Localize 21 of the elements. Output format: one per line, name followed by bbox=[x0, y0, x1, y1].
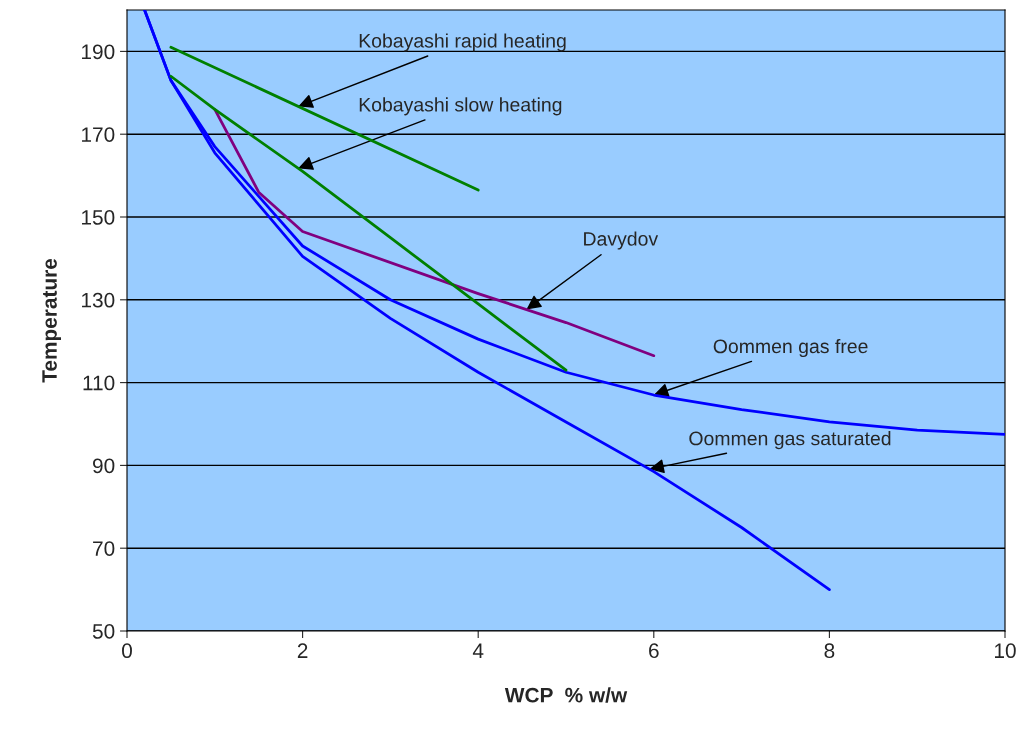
x-tick-label: 8 bbox=[824, 643, 835, 659]
x-tick-label: 0 bbox=[122, 643, 132, 659]
x-tick-label: 2 bbox=[297, 643, 308, 658]
y-tick-label: 130 bbox=[82, 292, 115, 308]
annotation: Kobayashi rapid heating bbox=[359, 33, 566, 52]
y-tick-label: 150 bbox=[82, 210, 115, 225]
y-tick-label: 170 bbox=[82, 127, 115, 142]
x-tick-label: 10 bbox=[995, 643, 1016, 659]
annotation: Kobayashi slow heating bbox=[359, 97, 562, 116]
annotation: Davydov bbox=[584, 231, 659, 250]
y-axis-title: Temperature bbox=[42, 258, 61, 383]
annotation: Oommen gas free bbox=[713, 338, 868, 358]
x-tick-label: 4 bbox=[472, 643, 484, 658]
y-tick-label: 50 bbox=[92, 624, 115, 639]
y-tick-label: 70 bbox=[93, 541, 115, 556]
y-tick-label: 90 bbox=[93, 458, 115, 474]
y-tick-label: 110 bbox=[83, 375, 115, 391]
x-tick-label: 6 bbox=[649, 643, 659, 659]
annotation: Oommen gas saturated bbox=[689, 431, 891, 450]
y-tick-label: 190 bbox=[82, 44, 115, 60]
x-axis-title: WCP % w/w bbox=[504, 687, 628, 703]
